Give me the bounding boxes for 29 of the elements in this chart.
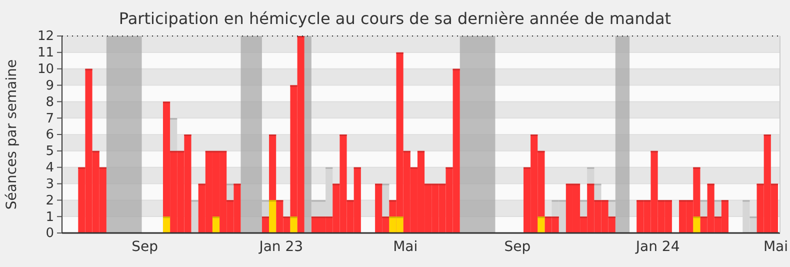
y-tick-label: 7 [46, 111, 54, 126]
bar [538, 216, 545, 233]
bar [262, 216, 270, 233]
y-tick-label: 0 [46, 226, 54, 242]
y-tick-label: 9 [46, 78, 54, 94]
y-tick-label: 5 [46, 144, 54, 160]
x-tick-label: Mai [763, 238, 788, 255]
y-tick-label: 3 [46, 176, 54, 192]
x-tick-label: Sep [504, 238, 531, 255]
x-tick-label: Sep [132, 238, 158, 255]
bar [693, 216, 700, 233]
y-tick-label: 6 [46, 128, 54, 143]
y-tick-label: 10 [37, 62, 54, 77]
x-tick-label: Mai [393, 238, 418, 255]
y-tick-label: 12 [37, 29, 54, 44]
bar [269, 200, 276, 233]
y-tick-label: 8 [46, 94, 54, 110]
y-tick-label: 11 [37, 46, 54, 61]
y-tick-label: 1 [46, 210, 54, 225]
bar [191, 200, 198, 233]
x-tick-label: Jan 24 [634, 238, 680, 255]
y-axis-title: Séances par semaine [4, 59, 20, 210]
x-tick-label: Jan 23 [258, 238, 304, 255]
bar [290, 216, 298, 233]
chart-title: Participation en hémicycle au cours de sa dernière année de mandat [118, 9, 672, 28]
y-tick-label: 2 [46, 193, 54, 208]
bar [212, 216, 220, 233]
y-tick-label: 4 [46, 160, 54, 176]
bar [162, 216, 170, 233]
